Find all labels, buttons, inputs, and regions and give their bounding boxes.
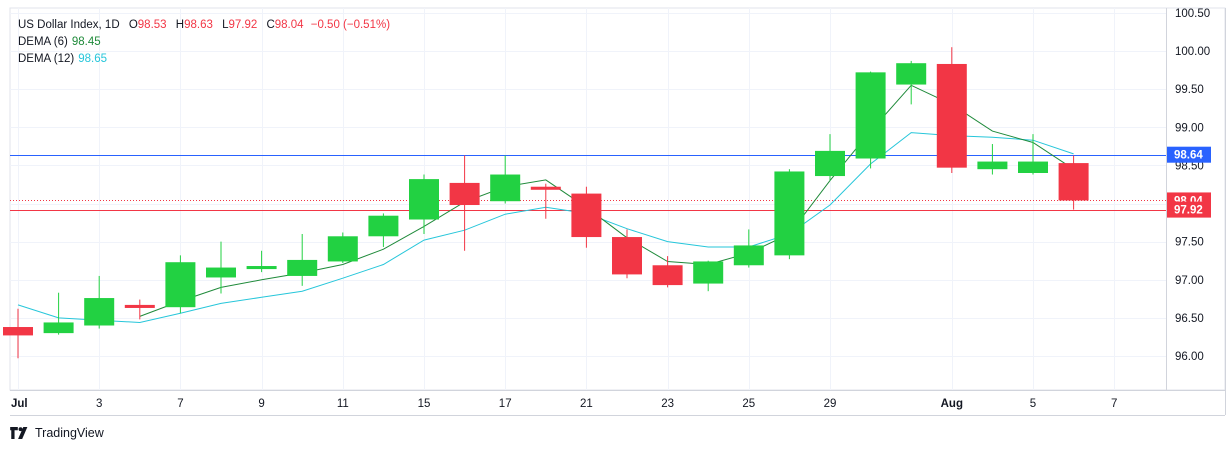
candle-body[interactable] <box>409 179 439 220</box>
candle-body[interactable] <box>896 63 927 85</box>
candle-body[interactable] <box>1018 161 1048 173</box>
y-tick-label: 100.50 <box>1175 8 1210 20</box>
brand-name: TradingView <box>35 426 104 440</box>
dema6-line <box>139 84 1074 317</box>
candle-body[interactable] <box>84 298 115 326</box>
price-badge <box>1167 201 1211 218</box>
price-badge-label: 97.92 <box>1174 205 1203 217</box>
candle-body[interactable] <box>612 237 642 275</box>
y-tick-label: 99.00 <box>1175 122 1204 134</box>
candle-body[interactable] <box>774 171 805 256</box>
x-tick-label: 17 <box>499 398 512 410</box>
legend-ohlc-row: US Dollar Index, 1D O98.53 H98.63 L97.92… <box>18 17 390 34</box>
legend-low-label: L <box>222 19 229 31</box>
candle-body[interactable] <box>287 259 318 276</box>
candle-body[interactable] <box>693 261 724 284</box>
candle-body[interactable] <box>815 150 845 177</box>
candle-body[interactable] <box>43 322 74 334</box>
y-tick-label: 99.50 <box>1175 84 1204 96</box>
x-tick-label: 11 <box>337 398 349 410</box>
x-tick-label: 7 <box>1111 398 1117 410</box>
candle-body[interactable] <box>124 304 155 308</box>
y-tick-label: 97.00 <box>1175 275 1204 287</box>
legend-low-value: 97.92 <box>228 19 258 31</box>
x-tick-label: Jul <box>11 398 28 410</box>
x-tick-label: 25 <box>742 398 755 410</box>
x-tick-label: 21 <box>580 398 593 410</box>
price-badge <box>1167 146 1211 163</box>
candle-body[interactable] <box>368 215 399 237</box>
candle-body[interactable] <box>936 63 967 168</box>
candle-body[interactable] <box>530 186 561 190</box>
legend-change: −0.50 (−0.51%) <box>310 19 391 31</box>
candle-body[interactable] <box>449 182 480 206</box>
legend-high-label: H <box>175 19 185 31</box>
legend-dema12-label: DEMA (12) <box>18 53 75 65</box>
candle-body[interactable] <box>652 265 683 286</box>
x-tick-label: 23 <box>661 398 674 410</box>
candle-body[interactable] <box>490 174 521 202</box>
candle-body[interactable] <box>3 327 33 336</box>
y-tick-label: 96.00 <box>1175 351 1204 363</box>
legend-close-value: 98.04 <box>274 19 304 31</box>
candle-body[interactable] <box>571 193 602 238</box>
candle-body[interactable] <box>977 161 1008 170</box>
candle-body[interactable] <box>733 245 764 266</box>
x-tick-label: 5 <box>1030 398 1036 410</box>
legend-dema12-value: 98.65 <box>78 53 108 65</box>
candle-body[interactable] <box>1058 163 1089 201</box>
y-tick-label: 97.50 <box>1175 237 1204 249</box>
candle-body[interactable] <box>165 262 196 308</box>
y-tick-label: 98.50 <box>1175 160 1204 172</box>
tradingview-logo-icon <box>10 427 28 439</box>
tradingview-brand[interactable]: TradingView <box>10 426 104 440</box>
candle-body[interactable] <box>855 72 886 159</box>
candle-body[interactable] <box>327 236 358 262</box>
legend-dema6-label: DEMA (6) <box>18 36 68 48</box>
x-tick-label: 3 <box>96 398 102 410</box>
x-tick-label: 7 <box>177 398 183 410</box>
x-tick-label: Aug <box>941 398 963 410</box>
legend-open-label: O <box>128 19 138 31</box>
legend-open-value: 98.53 <box>137 19 167 31</box>
x-tick-label: 9 <box>258 398 264 410</box>
legend-high-value: 98.63 <box>184 19 213 31</box>
legend-symbol[interactable]: US Dollar Index, 1D <box>18 19 120 31</box>
legend-dema12-row[interactable]: DEMA (12) 98.65 <box>18 51 390 68</box>
x-tick-label: 29 <box>824 398 837 410</box>
legend-dema6-row[interactable]: DEMA (6) 98.45 <box>18 34 390 51</box>
candle-body[interactable] <box>206 267 236 278</box>
price-badge-label: 98.64 <box>1174 150 1203 162</box>
chart-legend: US Dollar Index, 1D O98.53 H98.63 L97.92… <box>18 17 390 68</box>
legend-close-label: C <box>266 19 275 31</box>
y-tick-label: 100.00 <box>1175 46 1210 58</box>
candle-body[interactable] <box>246 266 277 270</box>
legend-dema6-value: 98.45 <box>71 36 101 48</box>
y-tick-label: 96.50 <box>1175 313 1204 325</box>
x-tick-label: 15 <box>418 398 431 410</box>
